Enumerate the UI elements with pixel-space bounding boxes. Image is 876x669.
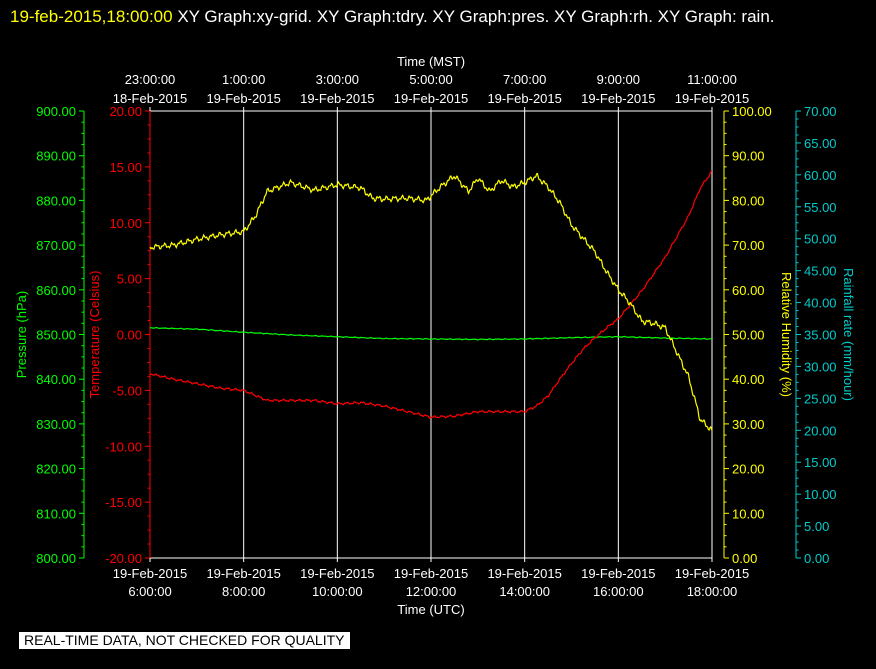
humidity-tick-label: 80.00 [732, 193, 765, 208]
bottom-tick-time: 14:00:00 [499, 584, 550, 599]
pressure-tick-label: 890.00 [36, 149, 76, 164]
rainfall-tick-label: 35.00 [804, 328, 837, 343]
humidity-tick-label: 90.00 [732, 149, 765, 164]
top-tick-date: 19-Feb-2015 [675, 91, 749, 106]
chart-axes [79, 107, 801, 562]
chart-labels: 900.00 890.00 880.00 870.00 860.00 850.00 840.… [14, 54, 856, 617]
top-tick-date: 19-Feb-2015 [394, 91, 468, 106]
temperature-axis-title: Temperature (Celsius) [87, 271, 102, 399]
rainfall-tick-label: 25.00 [804, 391, 837, 406]
temperature-tick-label: -10.00 [105, 439, 142, 454]
rainfall-tick-label: 45.00 [804, 264, 837, 279]
bottom-tick-date: 19-Feb-2015 [394, 566, 468, 581]
quality-banner: REAL-TIME DATA, NOT CHECKED FOR QUALITY [19, 632, 351, 649]
humidity-tick-label: 40.00 [732, 372, 765, 387]
top-tick-time: 11:00:00 [687, 72, 737, 87]
rainfall-tick-label: 70.00 [804, 104, 837, 119]
header-timestamp: 19-feb-2015,18:00:00 [10, 7, 173, 26]
bottom-tick-date: 19-Feb-2015 [487, 566, 561, 581]
header-graph-list: XY Graph:xy-grid. XY Graph:tdry. XY Grap… [177, 7, 775, 26]
top-tick-time: 5:00:00 [409, 72, 452, 87]
bottom-tick-time: 10:00:00 [312, 584, 363, 599]
temperature-tick-label: 20.00 [109, 104, 142, 119]
rainfall-tick-label: 65.00 [804, 136, 837, 151]
rainfall-tick-label: 60.00 [804, 168, 837, 183]
rainfall-tick-label: 30.00 [804, 359, 837, 374]
bottom-tick-time: 6:00:00 [128, 584, 171, 599]
top-tick-time: 1:00:00 [222, 72, 265, 87]
tdry-series-line [149, 170, 713, 419]
bottom-tick-date: 19-Feb-2015 [300, 566, 374, 581]
chart-series [149, 170, 713, 431]
bottom-tick-date: 19-Feb-2015 [675, 566, 749, 581]
rainfall-tick-label: 40.00 [804, 296, 837, 311]
humidity-tick-label: 70.00 [732, 238, 765, 253]
top-tick-date: 19-Feb-2015 [487, 91, 561, 106]
pressure-tick-label: 860.00 [36, 283, 76, 298]
temperature-tick-label: 5.00 [117, 272, 142, 287]
temperature-tick-label: -15.00 [105, 495, 142, 510]
humidity-tick-label: 30.00 [732, 417, 765, 432]
humidity-tick-label: 100.00 [732, 104, 772, 119]
header: 19-feb-2015,18:00:00 XY Graph:xy-grid. X… [10, 4, 860, 29]
pressure-tick-label: 820.00 [36, 462, 76, 477]
top-tick-date: 19-Feb-2015 [581, 91, 655, 106]
top-tick-date: 18-Feb-2015 [113, 91, 187, 106]
pressure-tick-label: 850.00 [36, 328, 76, 343]
top-tick-date: 19-Feb-2015 [300, 91, 374, 106]
bottom-tick-date: 19-Feb-2015 [206, 566, 280, 581]
pres-series-line [149, 326, 713, 341]
rainfall-tick-label: 55.00 [804, 200, 837, 215]
temperature-tick-label: -5.00 [112, 383, 142, 398]
rainfall-axis-title: Rainfall rate (mm/hour) [841, 268, 856, 401]
pressure-tick-label: 900.00 [36, 104, 76, 119]
bottom-tick-time: 16:00:00 [593, 584, 644, 599]
temperature-tick-label: -20.00 [105, 551, 142, 566]
temperature-tick-label: 15.00 [109, 160, 142, 175]
bottom-tick-date: 19-Feb-2015 [113, 566, 187, 581]
rainfall-tick-label: 10.00 [804, 487, 837, 502]
top-tick-time: 7:00:00 [503, 72, 546, 87]
humidity-tick-label: 20.00 [732, 462, 765, 477]
temperature-tick-label: 10.00 [109, 216, 142, 231]
rainfall-tick-label: 50.00 [804, 232, 837, 247]
pressure-tick-label: 810.00 [36, 506, 76, 521]
bottom-axis-title: Time (UTC) [397, 602, 464, 617]
pressure-tick-label: 840.00 [36, 372, 76, 387]
top-tick-date: 19-Feb-2015 [206, 91, 280, 106]
rainfall-tick-label: 15.00 [804, 455, 837, 470]
humidity-axis-title: Relative Humidity (%) [779, 272, 794, 397]
humidity-tick-label: 0.00 [732, 551, 757, 566]
top-axis-title: Time (MST) [397, 54, 465, 69]
humidity-tick-label: 60.00 [732, 283, 765, 298]
top-tick-time: 3:00:00 [316, 72, 359, 87]
pressure-tick-label: 830.00 [36, 417, 76, 432]
temperature-tick-label: 0.00 [117, 328, 142, 343]
rainfall-tick-label: 20.00 [804, 423, 837, 438]
humidity-tick-label: 50.00 [732, 328, 765, 343]
pressure-tick-label: 800.00 [36, 551, 76, 566]
humidity-tick-label: 10.00 [732, 506, 765, 521]
rainfall-tick-label: 5.00 [804, 519, 829, 534]
pressure-axis-title: Pressure (hPa) [14, 291, 29, 378]
bottom-tick-time: 8:00:00 [222, 584, 265, 599]
bottom-tick-time: 18:00:00 [687, 584, 738, 599]
pressure-tick-label: 880.00 [36, 193, 76, 208]
top-tick-time: 23:00:00 [125, 72, 176, 87]
top-tick-time: 9:00:00 [597, 72, 640, 87]
pressure-tick-label: 870.00 [36, 238, 76, 253]
bottom-tick-date: 19-Feb-2015 [581, 566, 655, 581]
rainfall-tick-label: 0.00 [804, 551, 829, 566]
bottom-tick-time: 12:00:00 [406, 584, 457, 599]
rh-series-line [149, 173, 713, 431]
